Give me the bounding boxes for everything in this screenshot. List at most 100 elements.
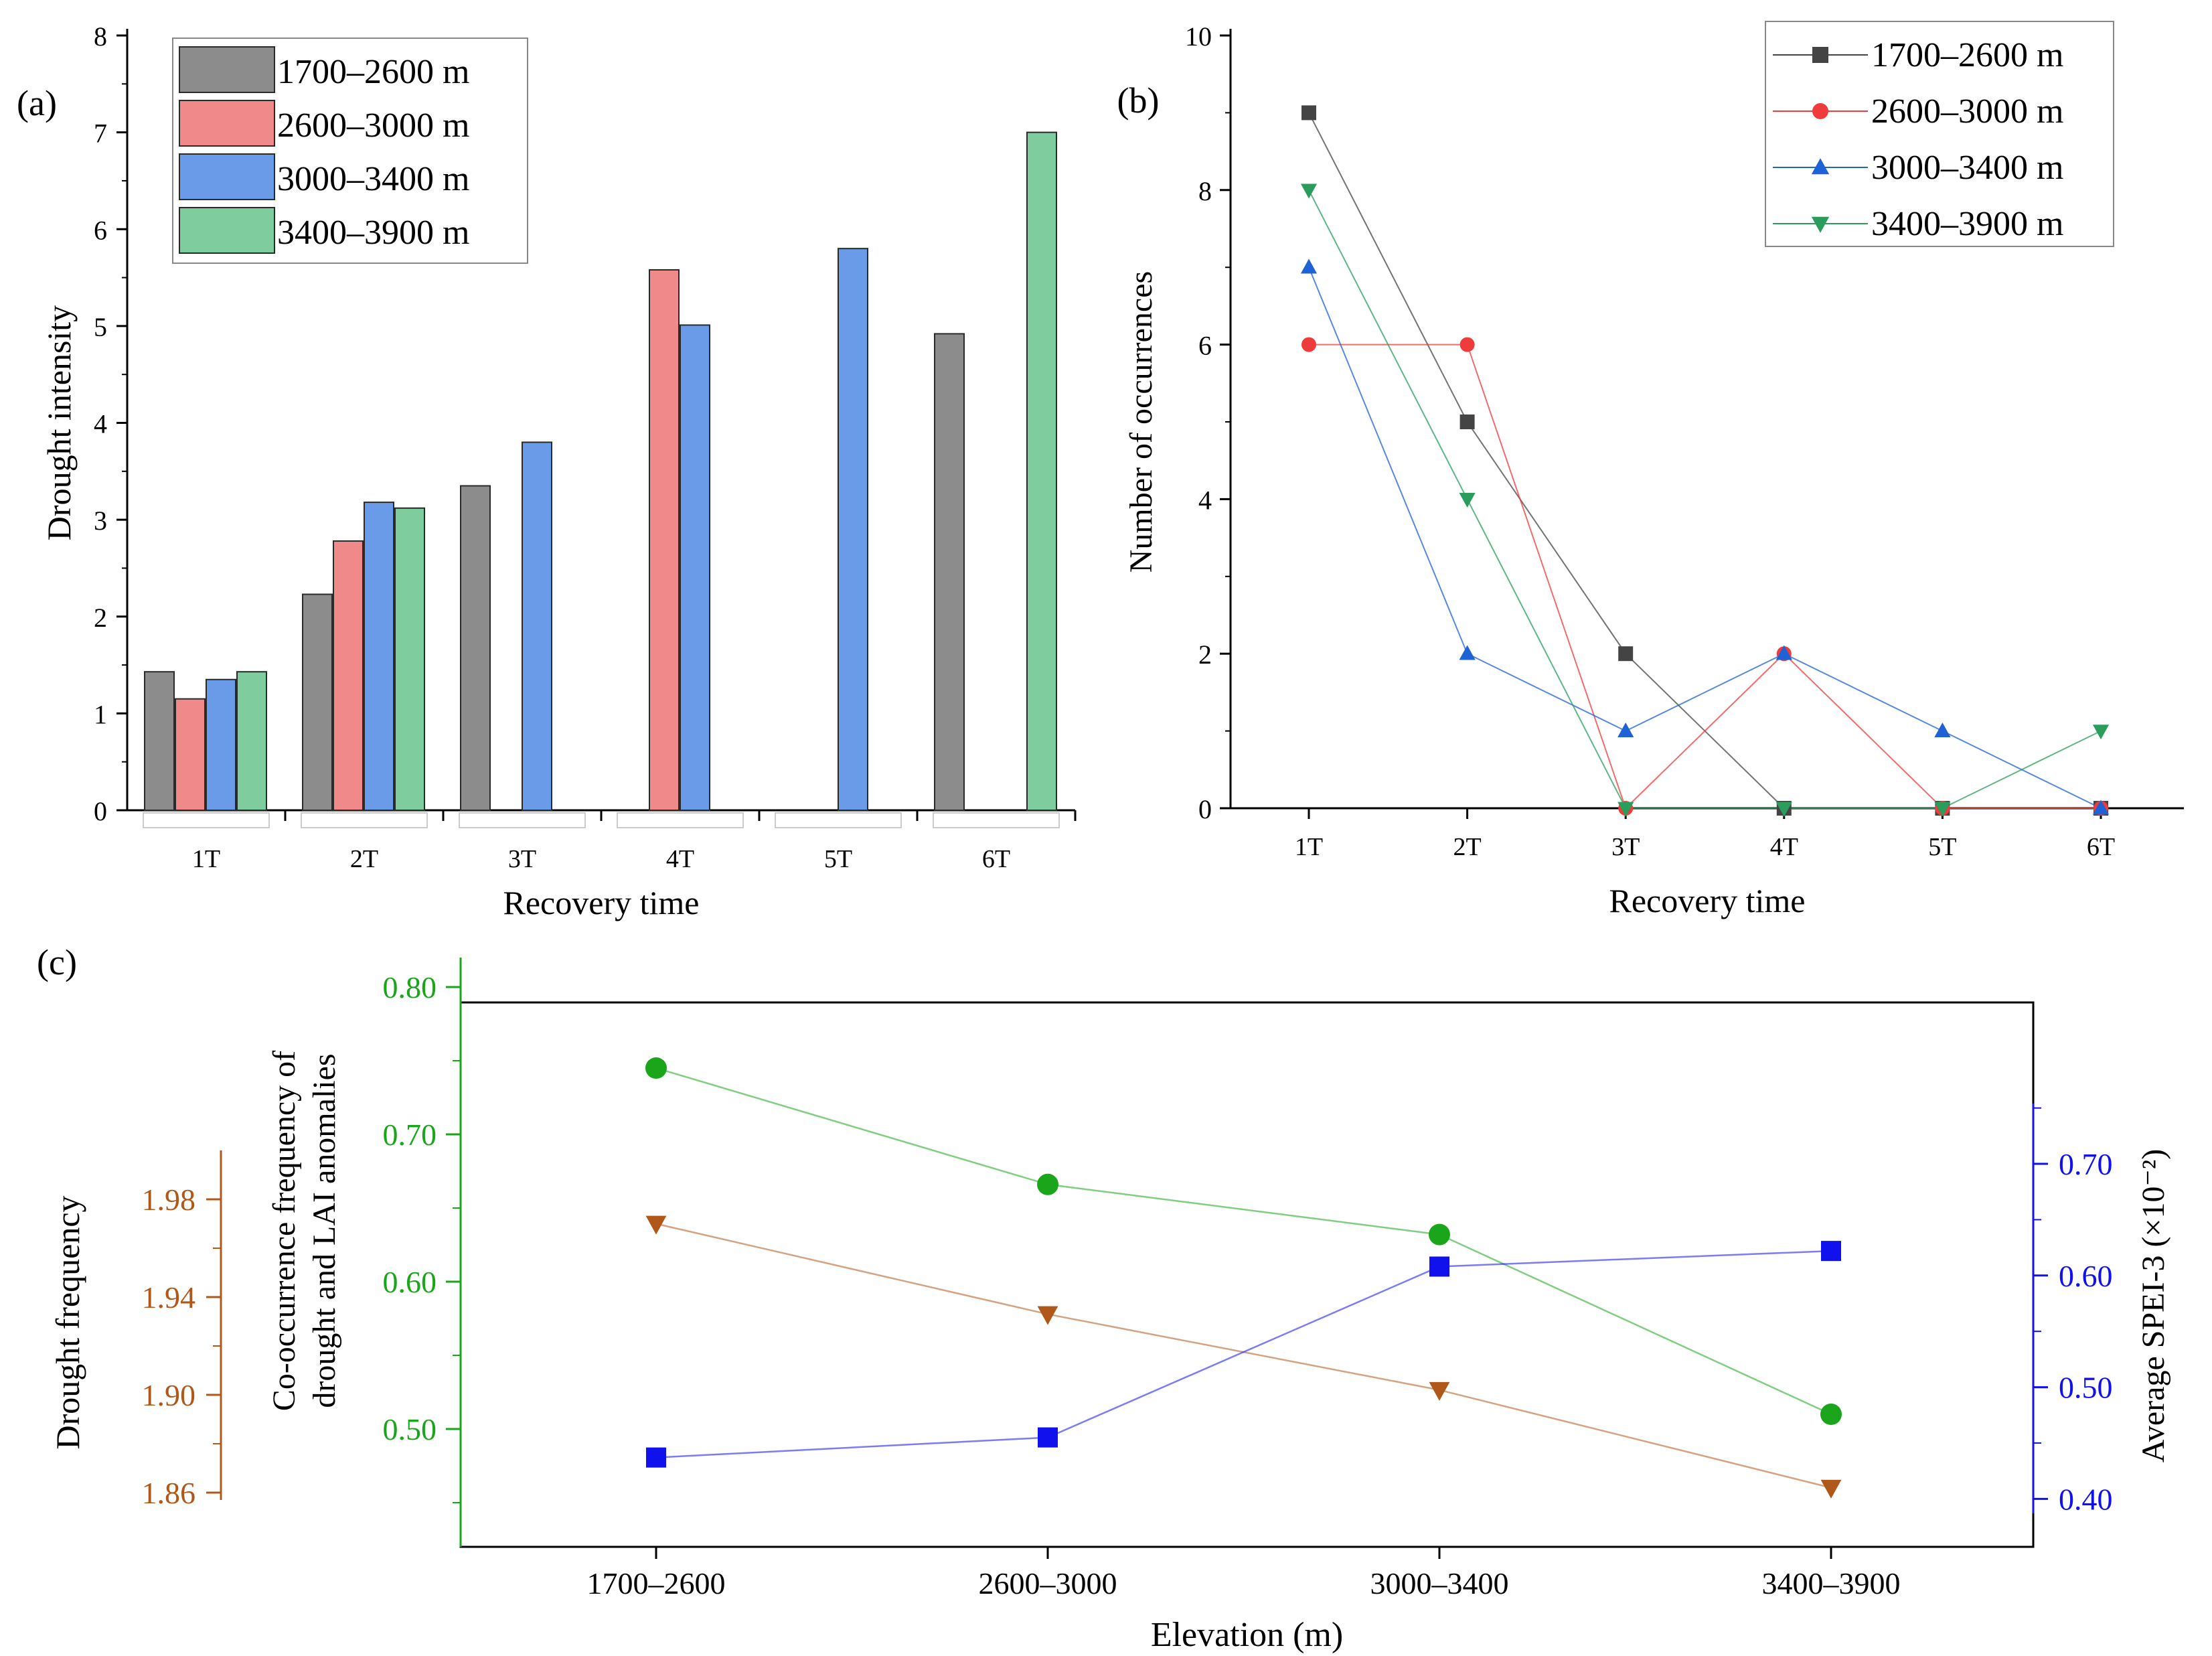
b-legend-label: 3000–3400 m (1871, 149, 2063, 187)
a-y-tick-label: 5 (94, 312, 107, 342)
a-y-tick-label: 1 (94, 699, 107, 729)
c-x-tick-label: 3000–3400 (1370, 1566, 1509, 1600)
a-legend-swatch (179, 153, 275, 200)
b-point (1934, 722, 1951, 737)
a-y-tick-label: 8 (94, 21, 107, 52)
a-bar (302, 593, 333, 812)
a-bar (364, 502, 394, 812)
a-bar (934, 333, 965, 811)
c-green-tick-label: 0.50 (383, 1412, 437, 1446)
b-point (1300, 183, 1318, 199)
a-x-tick-label: 1T (192, 845, 220, 873)
b-legend-label: 2600–3000 m (1871, 92, 2063, 131)
b-x-tick-label: 1T (1295, 833, 1323, 861)
b-legend-marker (1811, 216, 1830, 233)
b-legend-marker (1812, 103, 1828, 119)
panel-a-label: (a) (17, 83, 57, 123)
a-bar (144, 671, 175, 812)
c-green-tick-label: 0.80 (383, 970, 437, 1004)
b-point (1617, 802, 1634, 817)
c-point (645, 1057, 667, 1079)
c-blue-axis-title: Average SPEI-3 (×10⁻²) (2136, 1149, 2171, 1462)
c-green-axis-title-line1: Co-occurrence frequency of (266, 1051, 302, 1411)
c-x-tick-label: 1700–2600 (587, 1566, 726, 1600)
a-y-axis-title: Drought intensity (40, 305, 78, 540)
a-x-tick-label: 3T (508, 845, 536, 873)
a-bar (236, 671, 267, 812)
a-category-box (459, 812, 586, 828)
b-y-axis-title: Number of occurrences (1123, 271, 1159, 573)
c-point (1820, 1479, 1842, 1499)
c-green-tick-label: 0.70 (383, 1118, 437, 1152)
a-category-box (301, 812, 428, 828)
a-x-tick-label: 2T (350, 845, 378, 873)
b-point (2092, 725, 2110, 740)
c-blue-tick-label: 0.40 (2059, 1482, 2113, 1516)
c-blue-tick-label: 0.50 (2059, 1371, 2113, 1405)
c-series-line (655, 1250, 1832, 1458)
a-category-box (143, 812, 270, 828)
c-point (1820, 1404, 1842, 1425)
panel-b-label: (b) (1117, 80, 1160, 121)
a-bar (333, 540, 364, 811)
c-blue-tick-label: 0.70 (2059, 1147, 2113, 1181)
a-y-tick-label: 4 (94, 409, 107, 439)
b-series-line (1308, 267, 2102, 809)
a-legend-label: 3400–3900 m (277, 214, 469, 252)
b-point (1618, 646, 1634, 662)
b-point (1300, 258, 1318, 274)
b-x-axis-title: Recovery time (1609, 882, 1806, 919)
c-point (1038, 1427, 1058, 1448)
b-point (1301, 337, 1316, 352)
b-legend-label: 1700–2600 m (1871, 36, 2063, 74)
a-category-box (617, 812, 744, 828)
b-series-line (1309, 344, 2101, 810)
c-brown-tick-label: 1.94 (142, 1280, 196, 1314)
c-point (646, 1447, 666, 1468)
b-x-tick-label: 3T (1611, 833, 1640, 861)
a-x-axis-title: Recovery time (503, 884, 700, 921)
c-x-tick-label: 2600–3000 (979, 1566, 1117, 1600)
a-bar (522, 441, 552, 811)
a-x-tick-label: 5T (824, 845, 852, 873)
c-x-tick-label: 3400–3900 (1762, 1566, 1901, 1600)
a-y-tick-label: 3 (94, 506, 107, 536)
b-y-tick-label: 2 (1198, 639, 1212, 670)
b-point (1775, 645, 1792, 660)
a-legend-swatch (179, 46, 275, 93)
b-point (1934, 802, 1951, 817)
b-point (1617, 722, 1634, 737)
b-y-tick-label: 8 (1198, 176, 1212, 206)
a-bar (460, 485, 491, 811)
panel-c-label: (c) (37, 942, 77, 982)
b-legend-label: 3400–3900 m (1871, 205, 2063, 243)
c-brown-axis-title: Drought frequency (49, 1195, 86, 1449)
a-legend-swatch (179, 207, 275, 254)
a-y-tick-label: 6 (94, 215, 107, 245)
a-y-tick-label: 7 (94, 119, 107, 149)
a-category-box (933, 812, 1060, 828)
b-point (1301, 105, 1316, 121)
b-x-tick-label: 6T (2087, 833, 2115, 861)
b-point (1459, 493, 1476, 508)
c-green-axis-title-line2: drought and LAI anomalies (307, 1053, 342, 1408)
a-legend-label: 1700–2600 m (277, 53, 469, 91)
a-category-box (775, 812, 902, 828)
a-legend-label: 2600–3000 m (277, 106, 469, 145)
c-brown-tick-label: 1.98 (142, 1183, 196, 1217)
a-bar (175, 698, 206, 812)
c-point (1429, 1381, 1450, 1401)
b-x-tick-label: 2T (1453, 833, 1481, 861)
a-x-tick-label: 4T (666, 845, 694, 873)
a-bar (838, 248, 868, 811)
b-point (1775, 802, 1792, 817)
a-bar (206, 678, 236, 811)
b-x-tick-label: 4T (1770, 833, 1798, 861)
b-legend-marker (1811, 158, 1830, 175)
b-point (1459, 645, 1476, 660)
c-point (1429, 1256, 1449, 1277)
a-x-tick-label: 6T (982, 845, 1010, 873)
a-bar (1026, 131, 1057, 811)
b-y-tick-label: 0 (1198, 794, 1212, 824)
